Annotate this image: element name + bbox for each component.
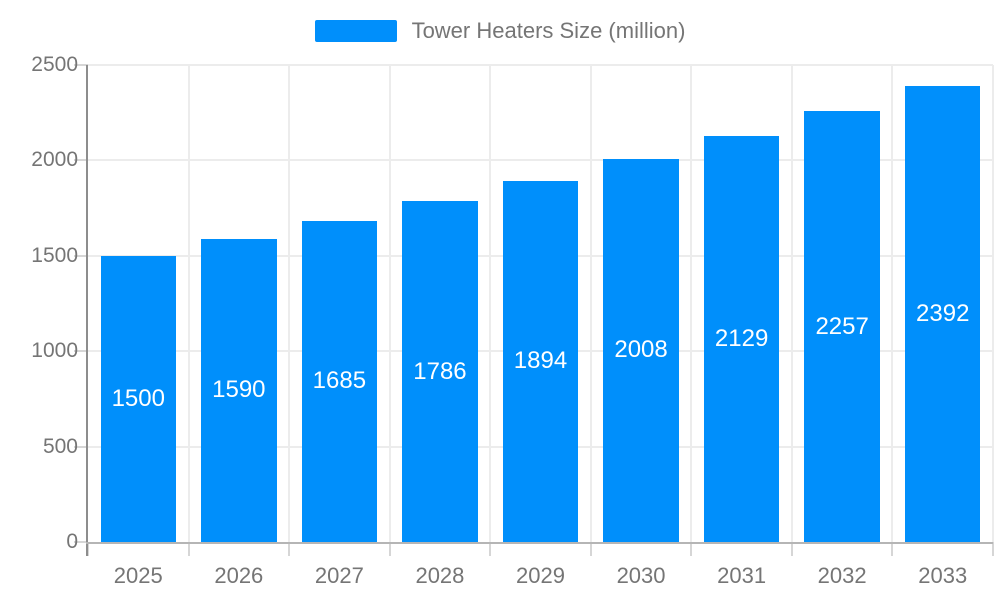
bar-2028[interactable] — [402, 201, 478, 542]
bar-value-label: 1500 — [111, 384, 165, 412]
x-axis-label: 2027 — [314, 563, 364, 588]
x-axis-line — [86, 542, 993, 544]
bar-value-label: 2257 — [815, 312, 869, 340]
bar-value-label: 1786 — [413, 357, 467, 385]
y-axis-tick — [74, 64, 88, 66]
v-gridline — [891, 65, 894, 542]
legend-swatch-icon — [314, 20, 397, 42]
y-axis-tick-label: 0 — [66, 530, 78, 553]
bar-2029[interactable] — [502, 180, 579, 542]
bar-2031[interactable] — [703, 135, 780, 542]
y-axis-tick-label: 1000 — [31, 339, 78, 363]
x-axis-tick — [87, 542, 89, 556]
y-axis-tick — [74, 254, 88, 257]
bar-value-label: 1590 — [212, 376, 266, 404]
x-axis-tick — [589, 542, 592, 556]
h-gridline — [88, 159, 993, 162]
v-gridline — [589, 65, 592, 542]
v-gridline — [489, 65, 492, 542]
bar-2026[interactable] — [201, 238, 277, 542]
x-axis-label: 2025 — [113, 563, 163, 588]
bar-2032[interactable] — [804, 111, 880, 542]
x-axis-label: 2030 — [616, 563, 666, 588]
x-axis-label: 2032 — [817, 563, 867, 588]
x-axis-tick — [891, 542, 894, 556]
bar-value-label: 2392 — [916, 299, 970, 327]
bar-2033[interactable] — [905, 85, 981, 542]
y-axis-tick-label: 500 — [42, 434, 78, 458]
x-axis-label: 2026 — [214, 563, 264, 588]
legend-label: Tower Heaters Size (million) — [411, 18, 686, 43]
x-axis-tick — [790, 542, 793, 556]
bar-2027[interactable] — [301, 220, 378, 542]
x-axis-tick — [187, 542, 190, 556]
x-axis-label: 2033 — [918, 563, 968, 588]
x-axis-tick — [992, 542, 994, 556]
y-axis-tick — [74, 350, 88, 353]
v-gridline — [790, 65, 793, 542]
y-axis-tick-label: 1500 — [31, 243, 78, 267]
bar-value-label: 2008 — [614, 336, 668, 364]
y-axis-tick — [74, 445, 88, 448]
x-axis-label: 2028 — [415, 563, 465, 588]
x-axis-tick — [690, 542, 693, 556]
x-axis-label: 2029 — [516, 563, 565, 588]
bar-value-label: 1894 — [513, 347, 568, 375]
bar-value-label: 2129 — [714, 324, 769, 352]
v-gridline — [992, 65, 994, 542]
v-gridline — [187, 65, 190, 542]
v-gridline — [288, 65, 291, 542]
bar-2030[interactable] — [603, 158, 679, 542]
bar-2025[interactable] — [100, 255, 176, 542]
bar-value-label: 1685 — [312, 367, 367, 395]
x-axis-tick — [288, 542, 291, 556]
v-gridline — [388, 65, 391, 542]
x-axis-label: 2031 — [717, 563, 767, 588]
y-axis-line — [86, 65, 88, 556]
y-axis-tick — [74, 541, 88, 543]
legend-item[interactable]: Tower Heaters Size (million) — [314, 18, 686, 44]
y-axis-tick — [74, 159, 88, 162]
y-axis-tick-label: 2000 — [31, 148, 78, 172]
h-gridline — [88, 64, 993, 66]
y-axis-tick-label: 2500 — [31, 53, 78, 76]
x-axis-tick — [489, 542, 492, 556]
x-axis-tick — [388, 542, 391, 556]
v-gridline — [690, 65, 693, 542]
chart-legend: Tower Heaters Size (million) — [0, 18, 1000, 44]
